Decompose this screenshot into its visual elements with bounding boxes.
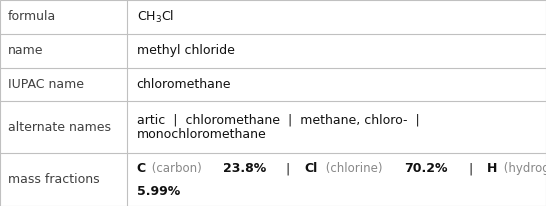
Text: 5.99%: 5.99% bbox=[136, 185, 180, 198]
Text: 23.8%: 23.8% bbox=[223, 162, 266, 175]
Text: (hydrogen): (hydrogen) bbox=[500, 162, 546, 175]
Text: C: C bbox=[136, 162, 146, 175]
Text: mass fractions: mass fractions bbox=[8, 173, 99, 186]
Text: formula: formula bbox=[8, 11, 56, 23]
Text: |: | bbox=[278, 162, 299, 175]
Text: $\mathrm{CH_3Cl}$: $\mathrm{CH_3Cl}$ bbox=[136, 9, 174, 25]
Text: Cl: Cl bbox=[305, 162, 318, 175]
Text: methyl chloride: methyl chloride bbox=[136, 44, 235, 57]
Text: H: H bbox=[487, 162, 497, 175]
Text: (carbon): (carbon) bbox=[149, 162, 206, 175]
Text: |: | bbox=[461, 162, 481, 175]
Text: IUPAC name: IUPAC name bbox=[8, 78, 84, 91]
Text: (chlorine): (chlorine) bbox=[322, 162, 386, 175]
Text: alternate names: alternate names bbox=[8, 121, 111, 133]
Text: name: name bbox=[8, 44, 44, 57]
Text: artic  |  chloromethane  |  methane, chloro-  |
monochloromethane: artic | chloromethane | methane, chloro-… bbox=[136, 113, 419, 141]
Text: 70.2%: 70.2% bbox=[405, 162, 448, 175]
Text: chloromethane: chloromethane bbox=[136, 78, 231, 91]
